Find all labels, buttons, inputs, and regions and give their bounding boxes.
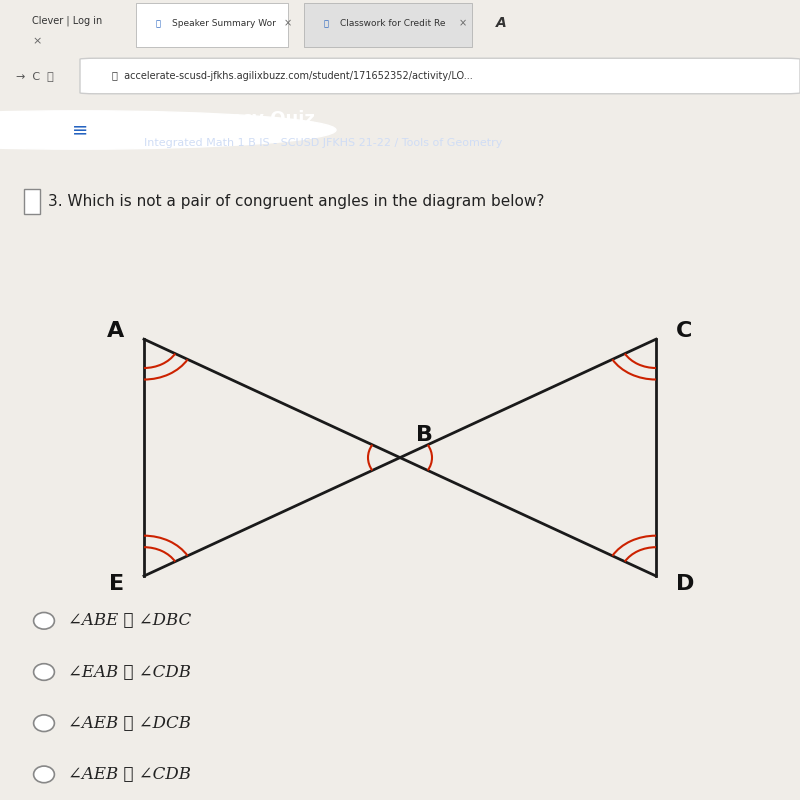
Text: ∠EAB ≅ ∠CDB: ∠EAB ≅ ∠CDB xyxy=(68,663,191,681)
FancyBboxPatch shape xyxy=(304,2,472,46)
Text: ∠AEB ≅ ∠CDB: ∠AEB ≅ ∠CDB xyxy=(68,766,191,783)
Text: E: E xyxy=(109,574,124,594)
Text: →  C  🏠: → C 🏠 xyxy=(16,71,54,81)
Text: A: A xyxy=(106,322,124,341)
Text: ×: × xyxy=(284,18,292,28)
Text: ∠ABE ≅ ∠DBC: ∠ABE ≅ ∠DBC xyxy=(68,612,191,630)
FancyBboxPatch shape xyxy=(80,58,800,94)
Text: Clever | Log in: Clever | Log in xyxy=(32,15,102,26)
Text: Speaker Summary Wor: Speaker Summary Wor xyxy=(172,19,276,28)
Circle shape xyxy=(34,664,54,680)
Circle shape xyxy=(34,613,54,629)
Text: 3. Which is not a pair of congruent angles in the diagram below?: 3. Which is not a pair of congruent angl… xyxy=(48,194,544,209)
FancyBboxPatch shape xyxy=(136,2,288,46)
Text: Congruency Quiz: Congruency Quiz xyxy=(144,110,315,128)
Text: ∠AEB ≅ ∠DCB: ∠AEB ≅ ∠DCB xyxy=(68,714,191,732)
Text: D: D xyxy=(676,574,694,594)
FancyBboxPatch shape xyxy=(24,189,40,214)
Circle shape xyxy=(34,766,54,782)
Circle shape xyxy=(0,110,336,149)
Text: Classwork for Credit Re: Classwork for Credit Re xyxy=(340,19,446,28)
Text: 🔒  accelerate-scusd-jfkhs.agilixbuzz.com/student/171652352/activity/LO...: 🔒 accelerate-scusd-jfkhs.agilixbuzz.com/… xyxy=(112,71,473,81)
Text: 🅱: 🅱 xyxy=(156,19,161,28)
Text: B: B xyxy=(416,425,433,445)
Text: Integrated Math 1 B IS - SCUSD JFKHS 21-22 / Tools of Geometry: Integrated Math 1 B IS - SCUSD JFKHS 21-… xyxy=(144,138,502,148)
Text: ≡: ≡ xyxy=(72,121,88,139)
Text: A: A xyxy=(496,16,506,30)
Text: ×: × xyxy=(32,37,42,46)
Text: ×: × xyxy=(458,18,466,28)
Circle shape xyxy=(34,715,54,731)
Text: C: C xyxy=(676,322,692,341)
Text: ←: ← xyxy=(8,121,22,139)
Text: 🅱: 🅱 xyxy=(324,19,329,28)
